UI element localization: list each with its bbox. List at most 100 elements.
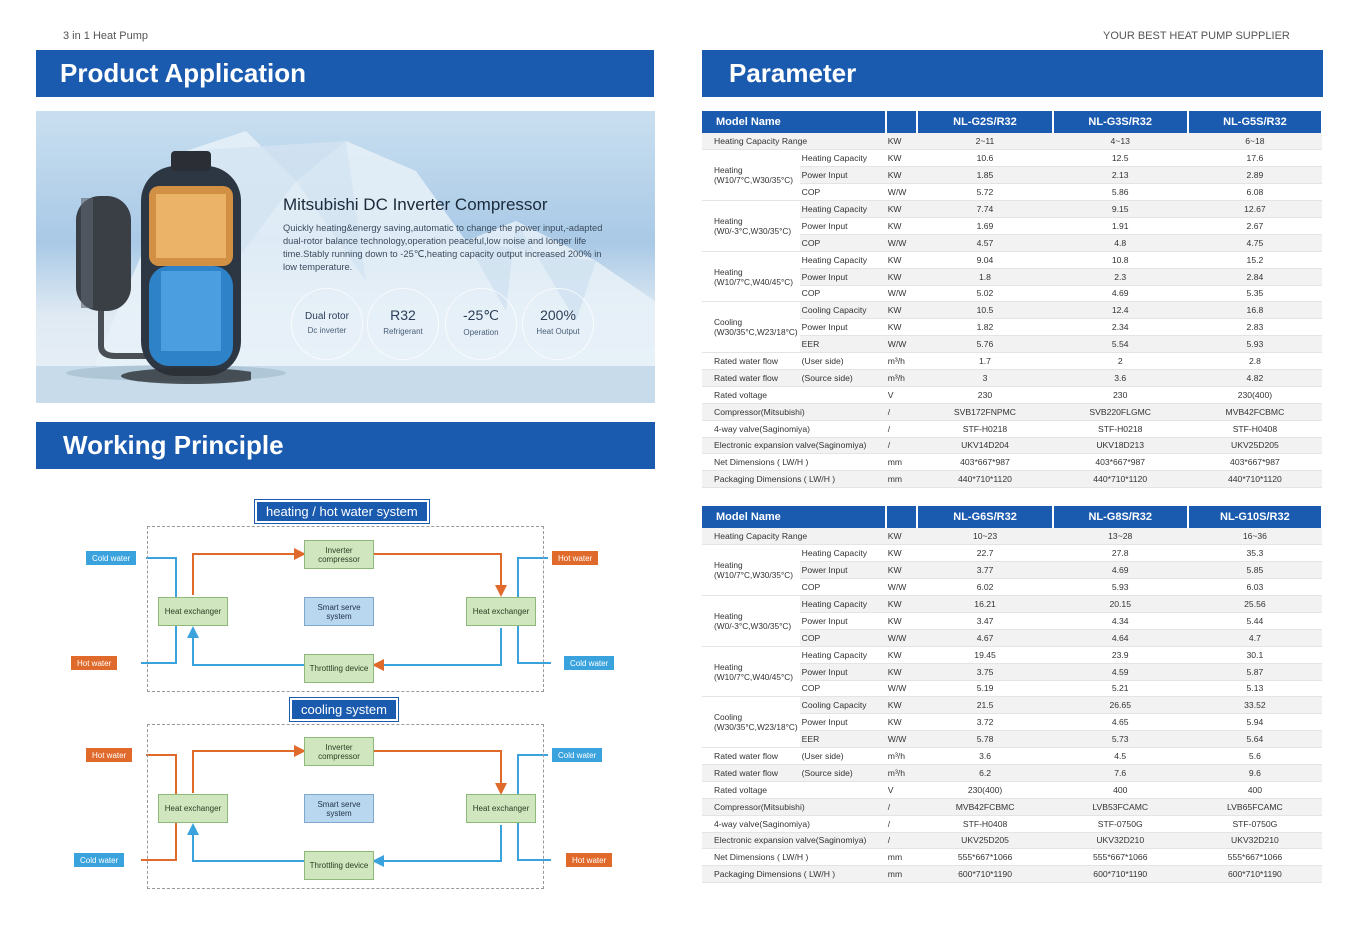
row-unit: W/W <box>885 629 918 647</box>
row-unit: m³/h <box>885 352 918 370</box>
row-value: UKV25D205 <box>1187 437 1322 455</box>
row-value: 5.93 <box>1052 578 1188 597</box>
row-value: 403*667*987 <box>1187 453 1322 472</box>
row-value: 17.6 <box>1187 149 1322 168</box>
row-value: 600*710*1190 <box>1187 865 1322 884</box>
table-row: COP W/W 5.72 5.86 6.08 <box>702 183 1322 202</box>
row-label: Rated water flow <box>702 747 800 765</box>
table-row: Rated voltage V 230 230 230(400) <box>702 386 1322 404</box>
table-row: Power Input KW 3.72 4.65 5.94 <box>702 713 1322 732</box>
table-row: Net Dimensions ( LW/H ) mm 403*667*987 403*… <box>702 453 1322 472</box>
row-value: STF-0750G <box>1052 815 1188 833</box>
heating-throttling: Throttling device <box>304 654 374 683</box>
row-value: 4.8 <box>1052 234 1188 252</box>
row-sublabel: Heating Capacity <box>799 251 886 269</box>
row-value: 1.91 <box>1052 217 1188 235</box>
row-sublabel: Cooling Capacity <box>799 696 886 715</box>
cooling-throttling: Throttling device <box>304 851 374 880</box>
row-sublabel: (User side) <box>799 747 886 765</box>
row-sublabel: COP <box>799 680 886 698</box>
feature-small: Dc inverter <box>307 326 347 335</box>
feature-big: Dual rotor <box>305 311 349 322</box>
row-value: 4.75 <box>1187 234 1322 252</box>
row-unit: KW <box>885 251 918 269</box>
row-unit: KW <box>885 595 918 613</box>
row-unit: KW <box>885 149 918 168</box>
row-value: 5.13 <box>1187 680 1322 698</box>
row-value: 555*667*1066 <box>1187 848 1322 867</box>
row-unit: W/W <box>885 578 918 597</box>
row-value: LVB53FCAMC <box>1052 798 1188 816</box>
row-value: 440*710*1120 <box>917 470 1053 489</box>
row-unit: KW <box>885 663 918 681</box>
parameter-title: Parameter <box>729 58 857 88</box>
row-sublabel: (Source side) <box>799 369 886 387</box>
row-sublabel: Heating Capacity <box>799 200 886 218</box>
row-unit: / <box>885 798 918 816</box>
row-value: 2.13 <box>1052 166 1188 185</box>
row-unit: KW <box>885 133 918 151</box>
row-value: 1.82 <box>917 318 1053 337</box>
row-value: 26.65 <box>1052 696 1188 715</box>
row-group-label: Heating (W10/7°C,W40/45°C) <box>702 646 800 698</box>
row-label: Rated water flow <box>702 369 800 387</box>
hero-title: Mitsubishi DC Inverter Compressor <box>283 195 548 214</box>
row-value: STF-H0408 <box>1187 420 1322 438</box>
row-sublabel: (User side) <box>799 352 886 370</box>
row-value: 5.6 <box>1187 747 1322 765</box>
table-row: COP W/W 5.19 5.21 5.13 <box>702 680 1322 698</box>
working-principle-banner: Working Principle <box>36 422 655 469</box>
row-unit: mm <box>885 470 918 489</box>
row-value: STF-0750G <box>1187 815 1322 833</box>
unit-header <box>885 111 919 133</box>
table-row: Rated water flow (User side) m³/h 1.7 2 2.8 <box>702 352 1322 370</box>
row-sublabel: Power Input <box>799 561 886 580</box>
table-row: Packaging Dimensions ( LW/H ) mm 600*710*1… <box>702 865 1322 884</box>
hero-panel: Mitsubishi DC Inverter Compressor Quickl… <box>36 111 655 403</box>
table-header-row: Model Name NL-G2S/R32 NL-G3S/R32 NL-G5S/R32 <box>702 111 1324 133</box>
row-value: 5.54 <box>1052 335 1188 354</box>
row-group-label: Cooling (W30/35°C,W23/18°C) <box>702 301 800 354</box>
row-value: LVB65FCAMC <box>1187 798 1322 816</box>
row-unit: m³/h <box>885 747 918 765</box>
row-unit: KW <box>885 166 918 185</box>
heating-left-exchanger: Heat exchanger <box>158 597 228 626</box>
row-unit: mm <box>885 453 918 472</box>
table-row: Rated water flow (User side) m³/h 3.6 4.5 5.6 <box>702 747 1322 765</box>
cooling-left-bottom-tag: Cold water <box>74 853 125 867</box>
working-principle-title: Working Principle <box>63 430 284 460</box>
table-row: Net Dimensions ( LW/H ) mm 555*667*1066 555… <box>702 848 1322 867</box>
row-sublabel: Power Input <box>799 166 886 185</box>
row-value: 4.57 <box>917 234 1053 252</box>
row-unit: KW <box>885 301 918 320</box>
row-sublabel: Heating Capacity <box>799 544 886 563</box>
row-value: 440*710*1120 <box>1052 470 1188 489</box>
model-header: NL-G8S/R32 <box>1052 506 1189 528</box>
row-group-label: Heating (W0/-3°C,W30/35°C) <box>702 595 800 647</box>
row-value: 6.08 <box>1187 183 1322 202</box>
table-row: Power Input KW 1.8 2.3 2.84 <box>702 268 1322 286</box>
table-row: Rated voltage V 230(400) 400 400 <box>702 781 1322 799</box>
table-row: Electronic expansion valve(Saginomiya) / U… <box>702 437 1322 455</box>
row-value: 5.94 <box>1187 713 1322 732</box>
row-value: 230(400) <box>917 781 1053 799</box>
cooling-left-top-tag: Hot water <box>86 748 133 762</box>
row-value: 1.85 <box>917 166 1053 185</box>
heating-right-in-tag: Cold water <box>564 656 615 670</box>
feature-big: R32 <box>390 307 416 323</box>
model-name-header: Model Name <box>702 111 887 133</box>
row-value: 27.8 <box>1052 544 1188 563</box>
row-unit: KW <box>885 713 918 732</box>
row-label: Rated voltage <box>702 781 886 799</box>
parameter-table-1: Model Name NL-G2S/R32 NL-G3S/R32 NL-G5S/R32… <box>702 111 1324 489</box>
row-sublabel: (Source side) <box>799 764 886 782</box>
heating-dash-box <box>147 526 544 692</box>
row-value: 403*667*987 <box>1052 453 1188 472</box>
row-value: 555*667*1066 <box>1052 848 1188 867</box>
row-value: 2.3 <box>1052 268 1188 286</box>
row-value: SVB220FLGMC <box>1052 403 1188 421</box>
row-value: 1.8 <box>917 268 1053 286</box>
heating-left-out-tag: Hot water <box>71 656 118 670</box>
row-value: 10~23 <box>917 528 1053 546</box>
product-application-title: Product Application <box>60 58 307 88</box>
